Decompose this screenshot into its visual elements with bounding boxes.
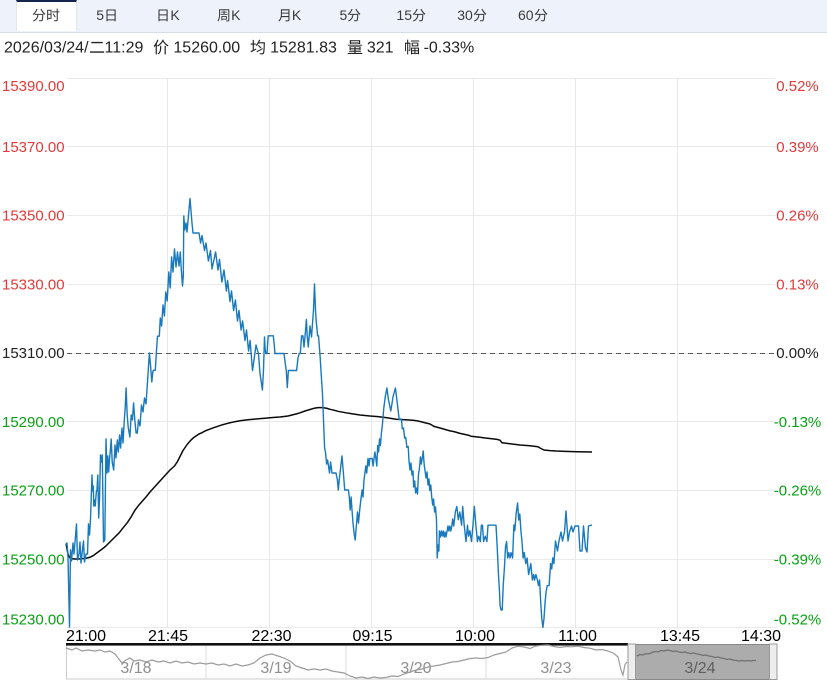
svg-text:15310.00: 15310.00 <box>2 345 65 362</box>
svg-text:14:30: 14:30 <box>741 628 781 645</box>
svg-text:13:45: 13:45 <box>660 628 700 645</box>
svg-text:3/23: 3/23 <box>540 660 571 677</box>
svg-text:15230.00: 15230.00 <box>2 612 65 629</box>
svg-text:15330.00: 15330.00 <box>2 276 65 293</box>
svg-text:0.39%: 0.39% <box>776 139 819 156</box>
svg-text:09:15: 09:15 <box>352 628 392 645</box>
svg-text:3/19: 3/19 <box>260 660 291 677</box>
svg-text:21:00: 21:00 <box>66 628 106 645</box>
svg-text:0.13%: 0.13% <box>776 276 819 293</box>
svg-text:15250.00: 15250.00 <box>2 551 65 568</box>
svg-text:0.00%: 0.00% <box>776 345 819 362</box>
svg-text:15390.00: 15390.00 <box>2 78 65 95</box>
svg-text:15370.00: 15370.00 <box>2 139 65 156</box>
svg-text:11:00: 11:00 <box>558 628 597 645</box>
svg-text:21:45: 21:45 <box>148 628 188 645</box>
svg-text:0.26%: 0.26% <box>776 208 819 225</box>
svg-text:-0.13%: -0.13% <box>774 414 822 431</box>
svg-text:10:00: 10:00 <box>455 628 495 645</box>
svg-text:-0.26%: -0.26% <box>774 483 822 500</box>
svg-text:-0.39%: -0.39% <box>774 551 822 568</box>
svg-text:15270.00: 15270.00 <box>2 483 65 500</box>
svg-text:-0.52%: -0.52% <box>774 612 822 629</box>
svg-text:22:30: 22:30 <box>251 628 291 645</box>
svg-text:3/24: 3/24 <box>684 660 715 677</box>
svg-text:3/20: 3/20 <box>400 660 431 677</box>
svg-text:15290.00: 15290.00 <box>2 414 65 431</box>
svg-text:15350.00: 15350.00 <box>2 208 65 225</box>
svg-text:0.52%: 0.52% <box>776 78 819 95</box>
svg-text:3/18: 3/18 <box>120 660 151 677</box>
